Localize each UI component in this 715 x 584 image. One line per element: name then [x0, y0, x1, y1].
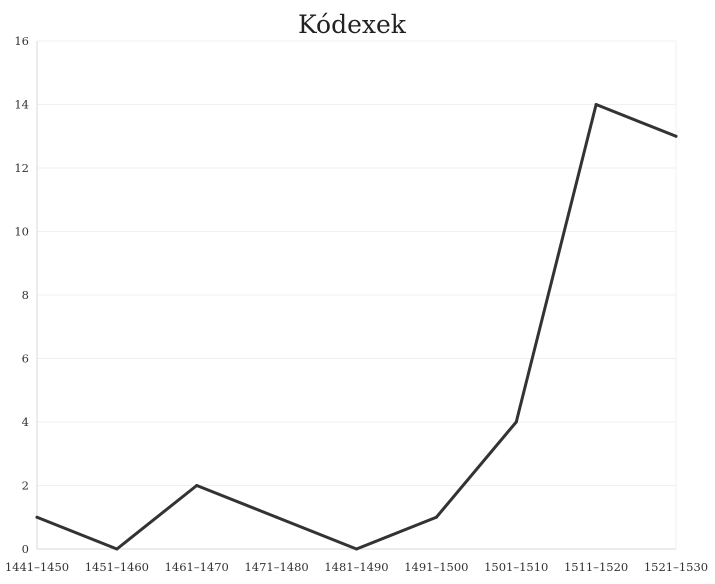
x-tick-label-0: 1441–1450	[5, 560, 69, 574]
data-point-0-8	[674, 134, 678, 138]
y-tick-label-0: 0	[22, 542, 29, 556]
data-point-0-3	[275, 515, 279, 519]
data-point-0-6	[514, 420, 518, 424]
y-tick-label-16: 16	[14, 34, 29, 48]
y-tick-label-2: 2	[22, 479, 29, 493]
y-tick-label-4: 4	[22, 415, 29, 429]
y-tick-label-10: 10	[14, 225, 29, 239]
y-tick-label-6: 6	[22, 352, 29, 366]
x-tick-label-3: 1471–1480	[244, 560, 308, 574]
x-tick-label-6: 1501–1510	[484, 560, 548, 574]
x-tick-label-1: 1451–1460	[85, 560, 149, 574]
series-lines	[35, 103, 678, 551]
data-point-0-4	[355, 547, 358, 551]
data-point-0-0	[35, 515, 39, 519]
data-point-0-2	[195, 484, 199, 487]
x-axis-tick-labels: 1441–1450 1451–1460 1461–1470 1471–1480 1481…	[5, 560, 708, 574]
y-axis-tick-labels: 0 2 4 6 8 10 12 14 16	[14, 34, 29, 556]
data-point-0-5	[434, 515, 438, 519]
x-tick-label-4: 1481–1490	[324, 560, 388, 574]
series-line-0	[35, 103, 678, 551]
x-tick-label-7: 1511–1520	[564, 560, 628, 574]
x-tick-label-5: 1491–1500	[404, 560, 468, 574]
data-point-0-7	[594, 103, 598, 106]
chart-title: Kódexek	[298, 10, 407, 39]
grid-lines	[37, 40, 676, 486]
y-tick-label-12: 12	[14, 161, 29, 175]
y-tick-label-14: 14	[14, 98, 29, 112]
x-tick-label-2: 1461–1470	[165, 560, 229, 574]
data-point-0-1	[115, 547, 119, 551]
y-tick-label-8: 8	[22, 288, 29, 302]
x-tick-label-8: 1521–1530	[644, 560, 708, 574]
